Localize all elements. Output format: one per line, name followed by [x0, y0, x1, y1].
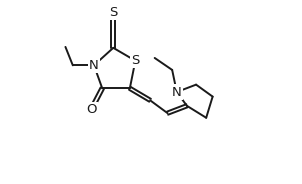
Text: S: S: [131, 54, 140, 67]
Text: N: N: [172, 86, 182, 98]
Text: S: S: [109, 6, 117, 19]
Text: N: N: [89, 59, 99, 72]
Text: O: O: [86, 103, 96, 116]
